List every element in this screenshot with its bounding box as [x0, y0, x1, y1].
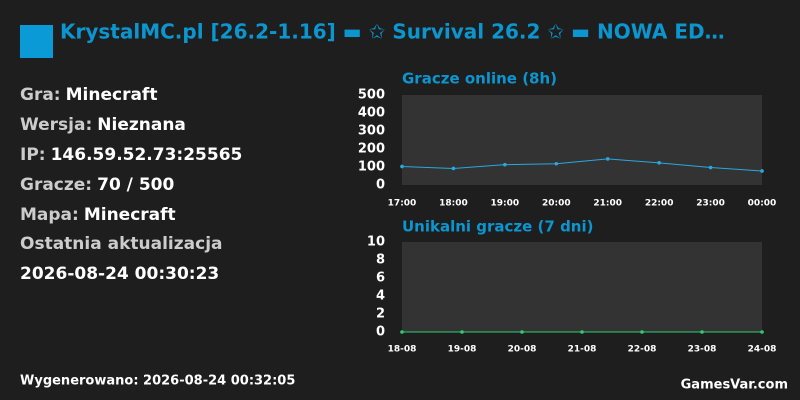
point [520, 330, 524, 334]
x-tick-label: 20:00 [542, 199, 571, 209]
info-label: Gra: [20, 85, 61, 105]
point [503, 162, 507, 167]
y-tick-label: 500 [358, 88, 385, 103]
x-tick-label: 23-08 [688, 345, 717, 355]
info-value: 70 / 500 [97, 175, 174, 195]
point [657, 161, 661, 165]
y-tick-label: 200 [358, 142, 385, 157]
plot-area [402, 242, 762, 332]
y-tick-label: 100 [358, 160, 385, 175]
y-tick-label: 400 [358, 106, 385, 121]
info-label: Mapa: [20, 205, 79, 225]
y-tick-label: 0 [376, 325, 385, 340]
x-tick-label: 22-08 [628, 345, 657, 355]
point [460, 330, 464, 334]
info-value: 2026-08-24 00:30:23 [20, 264, 219, 284]
brand: GamesVar.com [681, 378, 788, 393]
chart-title: Gracze online (8h) [402, 70, 557, 88]
series-line [401, 158, 763, 172]
y-tick-label: 6 [376, 271, 385, 286]
point [400, 330, 404, 334]
y-tick-label: 4 [376, 289, 385, 304]
chart-title: Unikalni gracze (7 dni) [402, 218, 593, 236]
info-label: IP: [20, 145, 46, 165]
point [451, 166, 456, 171]
x-tick-label: 21-08 [568, 345, 597, 355]
info-value: Minecraft [66, 85, 158, 105]
y-tick-label: 8 [376, 253, 385, 268]
x-tick-label: 21:00 [593, 199, 622, 209]
info-label: Gracze: [20, 175, 92, 195]
point [760, 330, 764, 334]
point [640, 330, 644, 334]
x-tick-label: 20-08 [508, 345, 537, 355]
point [700, 330, 704, 334]
generated: Wygenerowano: 2026-08-24 00:32:05 [20, 374, 295, 389]
info-value: 146.59.52.73:25565 [51, 145, 243, 165]
plot-area [402, 95, 762, 185]
point [554, 161, 559, 166]
point [580, 330, 584, 334]
server-icon [20, 25, 53, 58]
x-tick-label: 18:00 [439, 199, 468, 209]
info-value: Minecraft [84, 205, 176, 225]
x-tick-label: 18-08 [388, 345, 417, 355]
info-label: Wersja: [20, 115, 92, 135]
x-tick-label: 19:00 [491, 199, 520, 209]
x-tick-label: 23:00 [696, 199, 725, 209]
x-tick-label: 24-08 [748, 345, 777, 355]
y-tick-label: 2 [376, 307, 385, 322]
x-tick-label: 17:00 [388, 199, 417, 209]
y-tick-label: 0 [376, 178, 385, 193]
point [708, 165, 713, 170]
y-tick-label: 10 [367, 235, 385, 250]
point [760, 169, 764, 173]
point [400, 164, 404, 169]
server-title: KrystalMC.pl [26.2-1.16] ▬ ✩ Survival 26… [60, 20, 725, 44]
info-value: Nieznana [97, 115, 186, 135]
point [605, 157, 610, 161]
y-tick-label: 300 [358, 124, 385, 139]
info-label: Ostatnia aktualizacja [20, 234, 223, 254]
x-tick-label: 22:00 [645, 199, 674, 209]
x-tick-label: 19-08 [448, 345, 477, 355]
x-tick-label: 00:00 [748, 199, 777, 209]
